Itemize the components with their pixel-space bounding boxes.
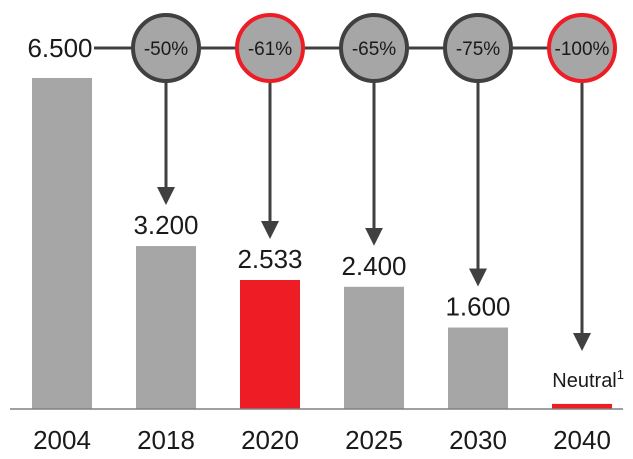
bar-2030: [448, 327, 508, 409]
x-tick-label-2020: 2020: [241, 425, 299, 455]
data-label-2040: Neutral1: [552, 367, 624, 392]
bar-2018: [136, 246, 196, 409]
reduction-circle-2020: [235, 13, 305, 83]
bar-2004: [32, 78, 92, 409]
bar-2040: [552, 403, 612, 409]
x-tick-label-2025: 2025: [345, 425, 403, 455]
reduction-circle-2025: [339, 13, 409, 83]
x-tick-label-2018: 2018: [137, 425, 195, 455]
reduction-circle-2030: [443, 13, 513, 83]
bar-2025: [344, 286, 404, 409]
data-label-2018: 3.200: [133, 210, 198, 240]
reduction-label-2018: -50%: [144, 39, 188, 60]
reduction-label-2040: -100%: [555, 39, 610, 60]
x-tick-label-2004: 2004: [33, 425, 91, 455]
reduction-circle-2040: [547, 13, 617, 83]
reduction-circle-2018: [131, 13, 201, 83]
data-label-2030: 1.600: [445, 292, 510, 322]
data-label-2020: 2.533: [237, 244, 302, 274]
x-tick-label-2030: 2030: [449, 425, 507, 455]
bar-2020: [240, 280, 300, 409]
x-tick-label-2040: 2040: [553, 425, 611, 455]
reduction-label-2030: -75%: [456, 39, 500, 60]
data-label-2025: 2.400: [341, 251, 406, 281]
reduction-label-2025: -65%: [352, 39, 396, 60]
reduction-label-2020: -61%: [248, 39, 292, 60]
footnote-marker: 1: [617, 367, 624, 382]
data-label-2004: 6.500: [27, 33, 92, 63]
